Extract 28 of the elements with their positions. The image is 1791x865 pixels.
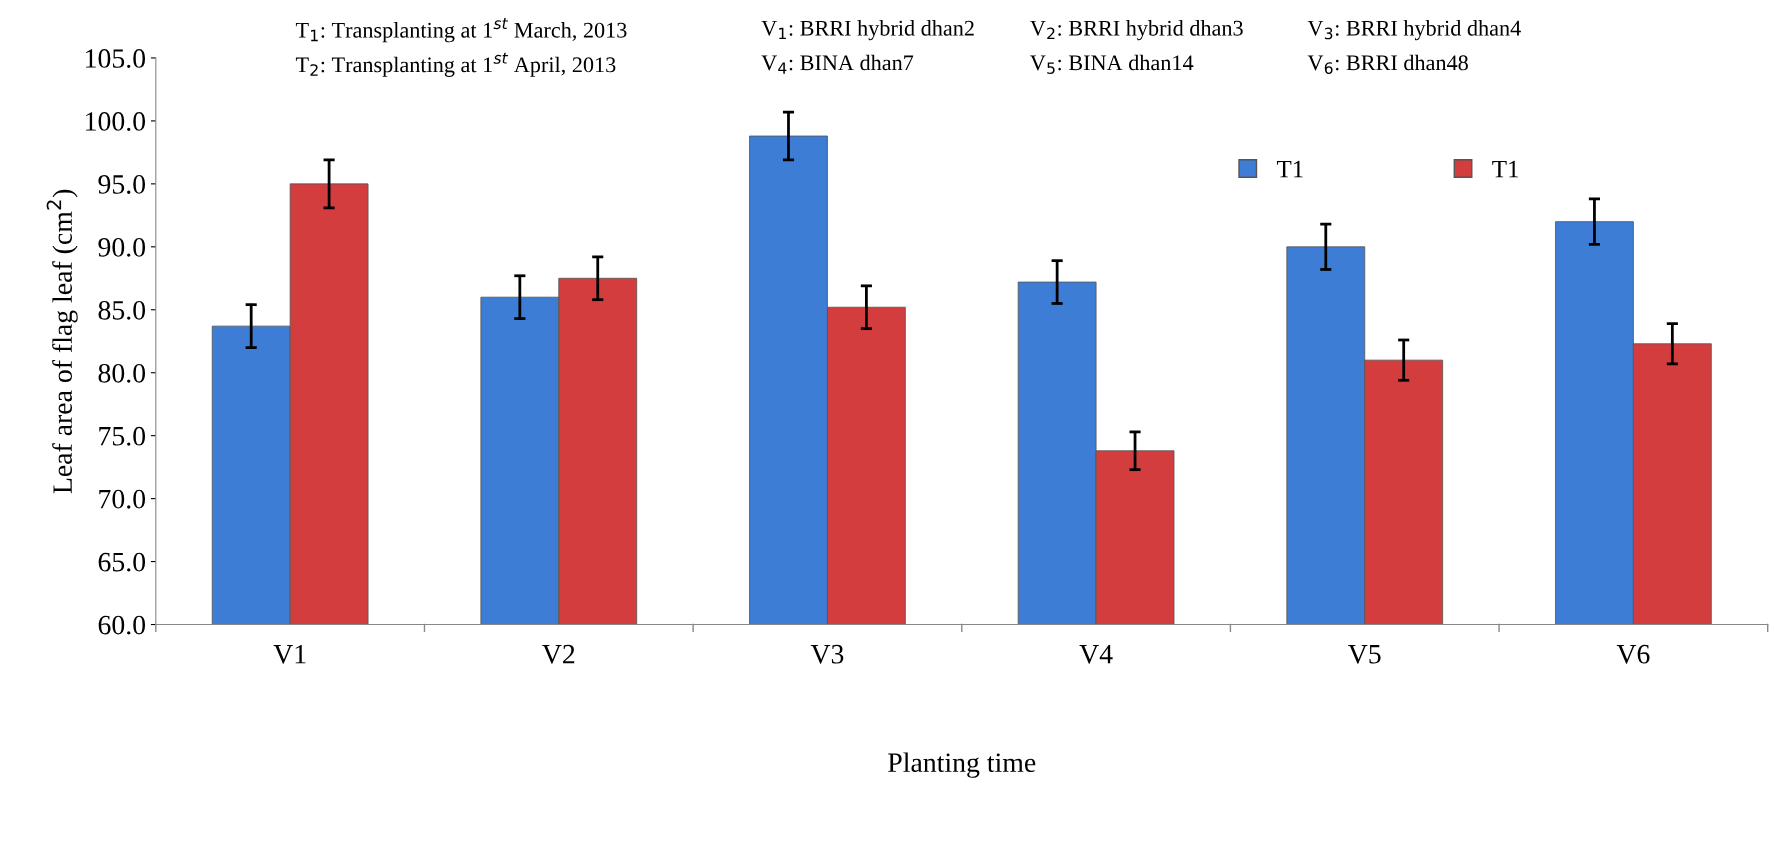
x-tick-label: V3 — [810, 644, 844, 664]
x-axis-title: Planting time — [888, 752, 1036, 778]
x-tick-label: V2 — [542, 644, 575, 664]
y-tick-label: 75.0 — [99, 426, 146, 446]
annotation: V$_{4}$: BINA dhan7 — [761, 54, 914, 74]
x-tick-label: V4 — [1079, 644, 1113, 664]
y-tick-label: 60.0 — [98, 615, 146, 635]
legend-label: T1 — [1492, 160, 1519, 178]
text: T$_{1}$: Transplanting at 1$^{st}$ March, 2013 — [295, 18, 627, 43]
x-tick-label: V1 — [273, 644, 306, 664]
x-tick-label: V6 — [1616, 644, 1650, 664]
y-tick-label: 100.0 — [86, 112, 146, 131]
y-tick-label: 65.0 — [98, 552, 146, 572]
x-tick-label: V5 — [1348, 645, 1381, 664]
text: V$_{1}$: BRRI hybrid dhan2 — [761, 20, 974, 41]
y-tick-label: 95.0 — [98, 175, 146, 194]
text: V$_{2}$: BRRI hybrid dhan3 — [1030, 20, 1243, 41]
y-tick-label: 85.0 — [98, 300, 146, 320]
y-tick-label: 90.0 — [98, 237, 146, 257]
y-tick-label: 70.0 — [99, 489, 146, 509]
legend-label: T1 — [1276, 160, 1303, 178]
annotation: V$_{6}$: BRRI dhan48 — [1307, 54, 1468, 74]
y-tick-label: 80.0 — [98, 363, 146, 383]
annotation: V$_{5}$: BINA dhan14 — [1030, 54, 1194, 74]
annotation: T$_{2}$: Transplanting at 1$^{st}$ April, 2013 — [295, 52, 616, 77]
text: V$_{3}$: BRRI hybrid dhan4 — [1307, 20, 1521, 41]
y-axis-title: Leaf area of flag leaf (cm$^{2}$) — [46, 189, 78, 494]
y-tick-label: 105.0 — [86, 49, 146, 68]
